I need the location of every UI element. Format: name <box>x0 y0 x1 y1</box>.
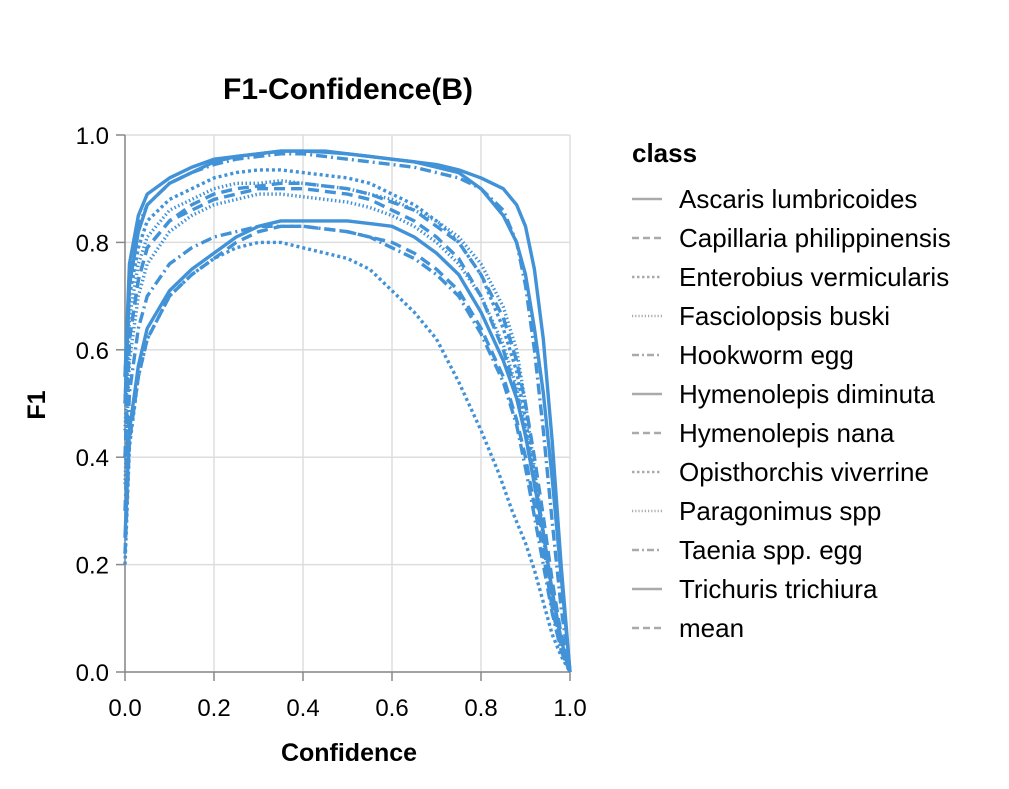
legend-item: Enterobius vermicularis <box>632 262 949 292</box>
y-tick-label: 0.4 <box>76 445 109 472</box>
legend: class Ascaris lumbricoides Capillaria phi… <box>632 138 951 643</box>
series-line-11 <box>123 181 572 673</box>
series-line-5 <box>123 219 572 673</box>
legend-item: mean <box>632 613 744 643</box>
series-line-0 <box>123 149 572 673</box>
x-axis-title: Confidence <box>281 739 417 767</box>
series-line-3 <box>123 178 572 673</box>
x-tick-label: 0.0 <box>108 695 141 722</box>
legend-label: Opisthorchis viverrine <box>679 457 929 487</box>
legend-item: Hymenolepis diminuta <box>632 379 935 409</box>
series-line-9 <box>123 224 572 673</box>
gridlines <box>124 134 571 673</box>
legend-label: Hymenolepis diminuta <box>679 379 935 409</box>
y-tick-label: 0.8 <box>76 230 109 257</box>
legend-item: Taenia spp. egg <box>632 535 863 565</box>
legend-label: Hookworm egg <box>679 340 854 370</box>
series-line-8 <box>123 192 572 673</box>
y-axis-title: F1 <box>23 390 51 419</box>
legend-item: Fasciolopsis buski <box>632 301 890 331</box>
series-line-1 <box>123 186 572 673</box>
axes: 0.0 0.2 0.4 0.6 0.8 1.0 0.0 0.2 0.4 0.6 0.8 1.0 <box>76 123 587 722</box>
legend-label: Capillaria philippinensis <box>679 223 951 253</box>
legend-label: Fasciolopsis buski <box>679 301 890 331</box>
legend-items: Ascaris lumbricoides Capillaria philippin… <box>632 184 951 643</box>
y-tick-label: 0.0 <box>76 660 109 687</box>
series-line-10 <box>123 149 572 673</box>
legend-label: Enterobius vermicularis <box>679 262 949 292</box>
series-line-2 <box>123 240 572 673</box>
legend-label: Hymenolepis nana <box>679 418 895 448</box>
x-tick-label: 0.2 <box>197 695 230 722</box>
y-tick-label: 0.2 <box>76 553 109 580</box>
x-tick-label: 1.0 <box>553 695 586 722</box>
legend-item: Hymenolepis nana <box>632 418 895 448</box>
legend-label: Trichuris trichiura <box>679 574 878 604</box>
series-lines <box>123 149 572 673</box>
legend-item: Ascaris lumbricoides <box>632 184 917 214</box>
legend-title: class <box>632 138 697 168</box>
x-tick-label: 0.4 <box>286 695 319 722</box>
series-line-4 <box>123 152 572 673</box>
y-tick-label: 0.6 <box>76 338 109 365</box>
legend-item: Hookworm egg <box>632 340 854 370</box>
legend-item: Capillaria philippinensis <box>632 223 951 253</box>
legend-item: Opisthorchis viverrine <box>632 457 929 487</box>
x-tick-label: 0.6 <box>375 695 408 722</box>
legend-item: Paragonimus spp <box>632 496 881 526</box>
legend-item: Trichuris trichiura <box>632 574 878 604</box>
legend-label: Taenia spp. egg <box>679 535 863 565</box>
legend-label: Ascaris lumbricoides <box>679 184 917 214</box>
series-line-6 <box>123 224 572 673</box>
legend-label: Paragonimus spp <box>679 496 881 526</box>
y-tick-label: 1.0 <box>76 123 109 150</box>
legend-label: mean <box>679 613 744 643</box>
x-tick-label: 0.8 <box>464 695 497 722</box>
chart-title: F1-Confidence(B) <box>223 73 473 106</box>
series-line-7 <box>123 168 572 673</box>
